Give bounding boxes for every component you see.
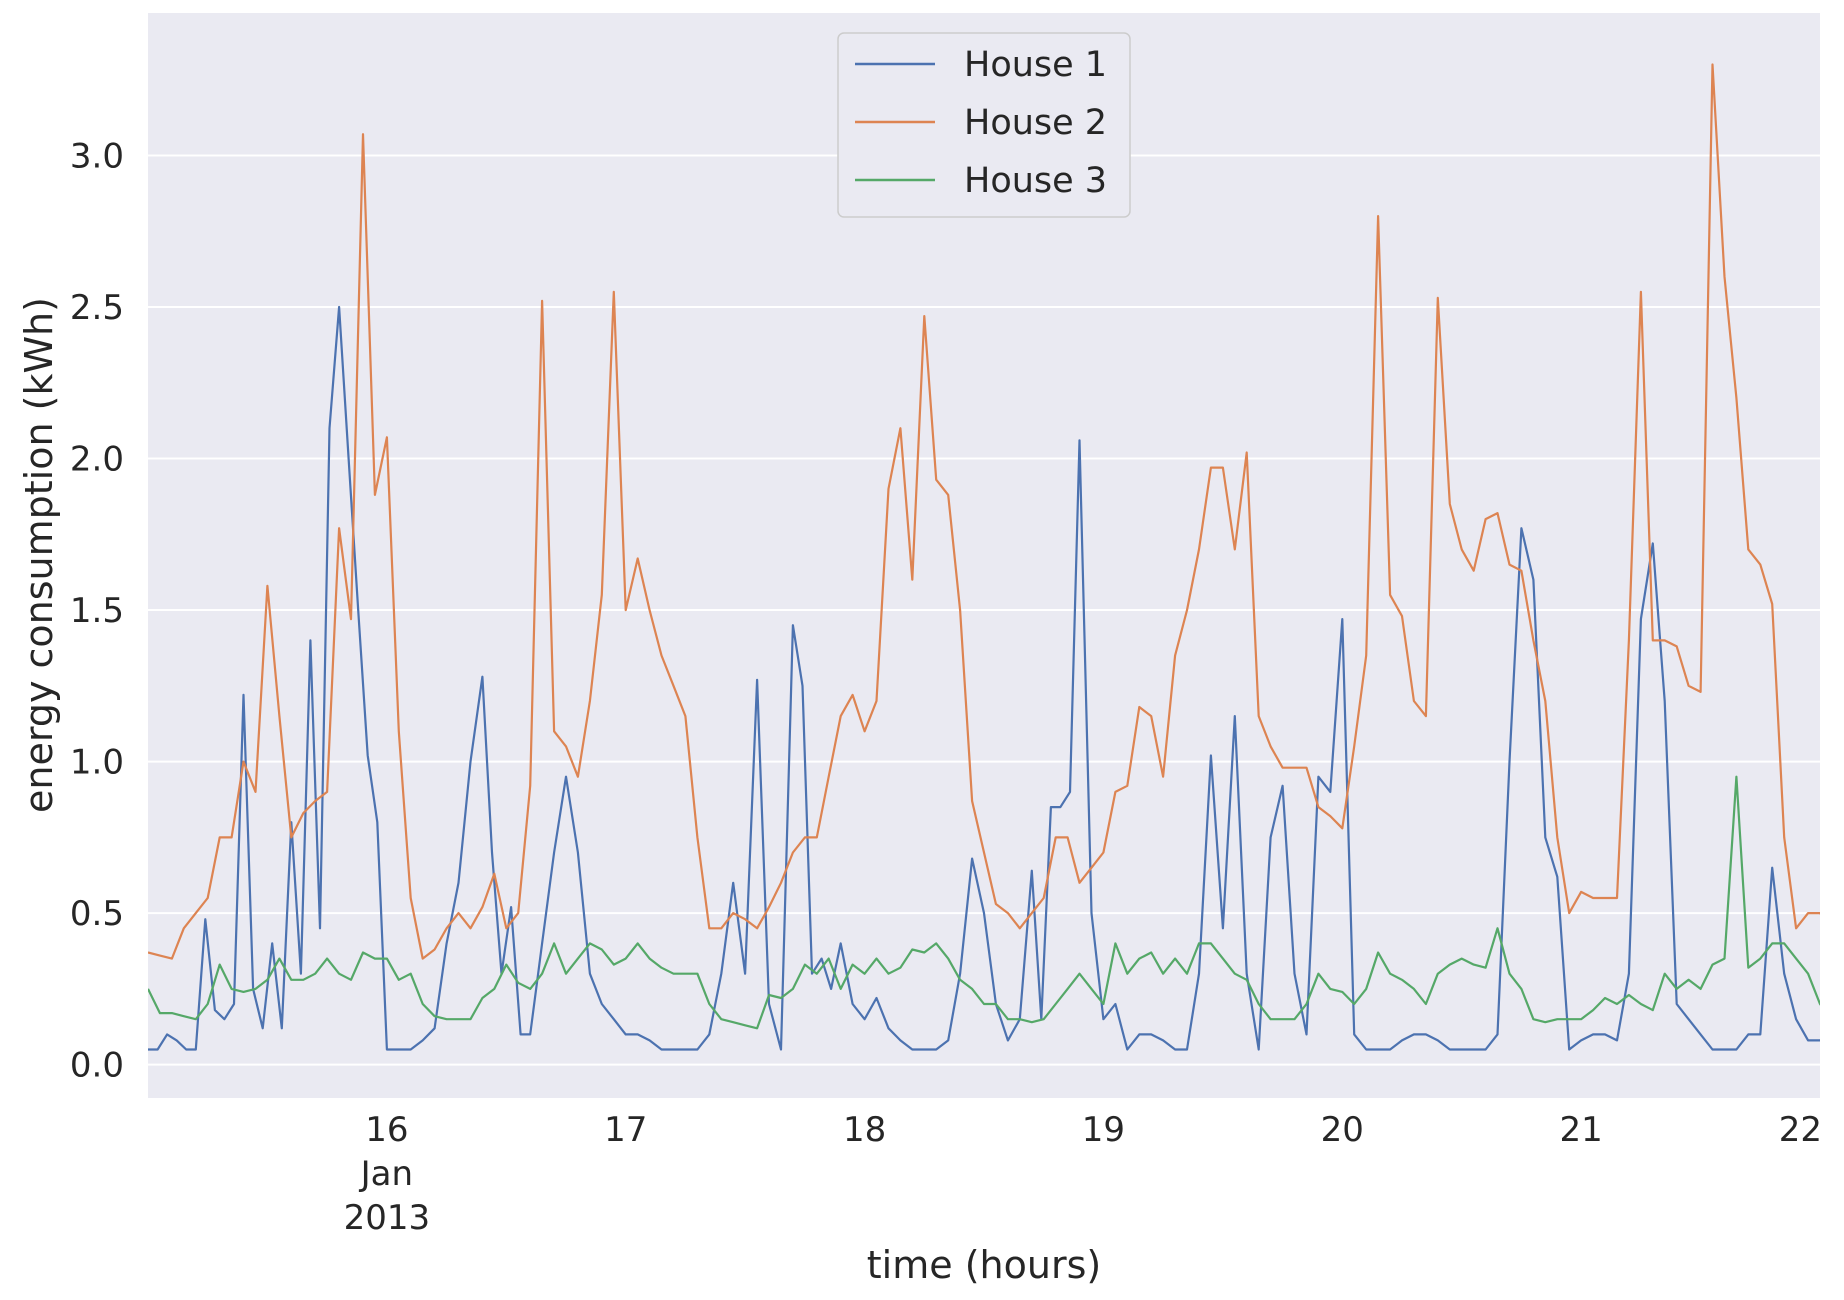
y-tick-label: 3.0 bbox=[70, 136, 124, 176]
y-tick-label: 0.0 bbox=[70, 1046, 124, 1086]
series-line-house-3 bbox=[148, 775, 1820, 1030]
x-tick-label: 17 bbox=[604, 1110, 647, 1150]
legend: House 1 House 2 House 3 bbox=[837, 32, 1131, 218]
x-tick-label: 19 bbox=[1082, 1110, 1125, 1150]
y-tick-label: 1.5 bbox=[70, 591, 124, 631]
x-tick-label: 18 bbox=[843, 1110, 886, 1150]
legend-label: House 3 bbox=[964, 161, 1107, 201]
series-line-house-2 bbox=[148, 63, 1820, 960]
y-tick-label: 2.0 bbox=[70, 440, 124, 480]
legend-label: House 1 bbox=[964, 45, 1107, 85]
x-tick-label: 22 bbox=[1779, 1110, 1822, 1150]
y-tick-labels: 0.0 0.5 1.0 1.5 2.0 2.5 3.0 bbox=[70, 136, 124, 1085]
legend-box bbox=[837, 32, 1131, 218]
x-tick-label: 16 bbox=[365, 1110, 408, 1150]
legend-label: House 2 bbox=[964, 103, 1107, 143]
x-tick-label: 21 bbox=[1560, 1110, 1603, 1150]
x-axis-label: time (hours) bbox=[867, 1243, 1101, 1287]
x-tick-sublabel: Jan bbox=[359, 1154, 413, 1194]
y-tick-label: 0.5 bbox=[70, 894, 124, 934]
y-tick-label: 1.0 bbox=[70, 743, 124, 783]
y-tick-label: 2.5 bbox=[70, 288, 124, 328]
y-axis-label: energy consumption (kWh) bbox=[17, 297, 61, 813]
x-tick-label: 20 bbox=[1321, 1110, 1364, 1150]
series-lines bbox=[148, 63, 1820, 1051]
x-tick-sublabel: 2013 bbox=[344, 1198, 431, 1238]
